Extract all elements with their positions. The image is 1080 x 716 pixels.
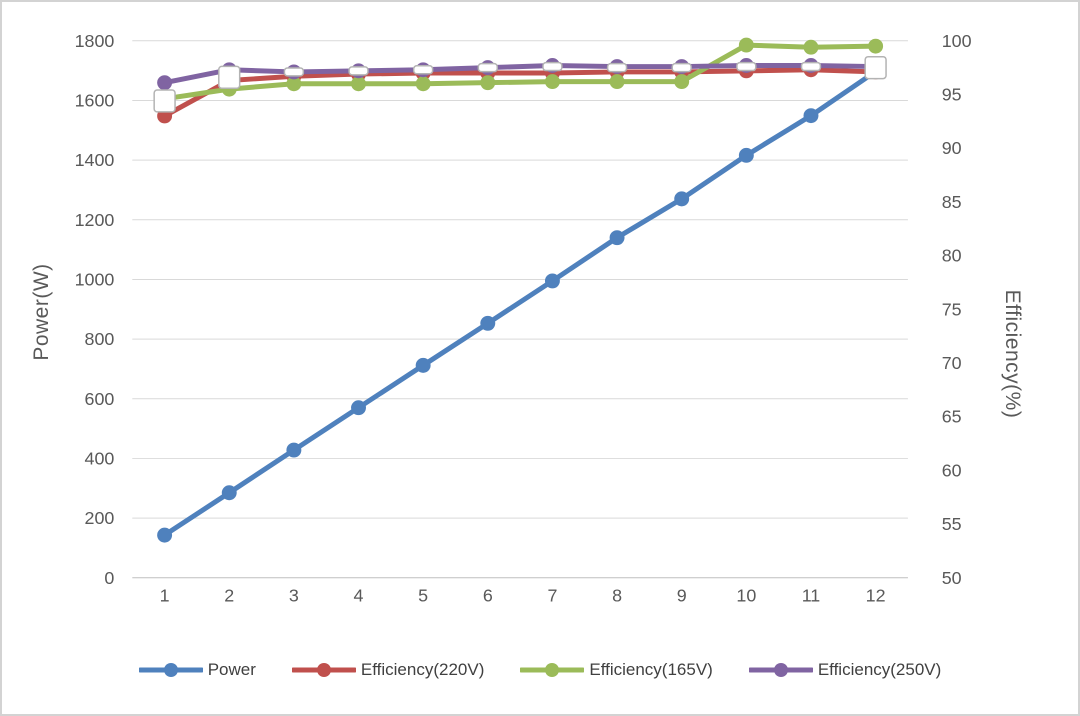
left-axis-tick: 400 [85, 448, 115, 468]
legend-label: Efficiency(220V) [360, 660, 485, 679]
series-power-marker [415, 357, 431, 373]
right-axis-tick: 85 [942, 192, 962, 212]
series-unlabeled-white-square-markers-marker [218, 65, 241, 89]
left-axis-tick: 600 [85, 389, 115, 409]
x-axis-tick: 5 [418, 586, 428, 606]
legend-item-efficiency-165v-: Efficiency(165V) [520, 660, 713, 680]
series-power-marker [803, 108, 819, 124]
right-axis-tick: 90 [942, 138, 962, 158]
right-axis-tick: 50 [942, 568, 962, 588]
x-axis-tick: 10 [736, 586, 756, 606]
right-axis-tick: 100 [942, 31, 972, 51]
series-unlabeled-white-square-markers-marker [736, 61, 757, 72]
right-axis-tick: 60 [942, 460, 962, 480]
right-axis-tick: 70 [942, 353, 962, 373]
series-efficiency-165v--marker [674, 74, 690, 90]
left-axis-tick: 0 [104, 568, 114, 588]
left-axis-tick: 1400 [75, 150, 115, 170]
series-unlabeled-white-square-markers-marker [153, 89, 176, 113]
x-axis-tick: 7 [547, 586, 557, 606]
legend-item-power: Power [138, 660, 256, 680]
series-efficiency-250v--marker [157, 75, 173, 91]
series-unlabeled-white-square-markers-marker [606, 62, 628, 73]
series-efficiency-250v--line [162, 62, 879, 86]
left-axis-tick: 1200 [75, 210, 115, 230]
x-axis-tick: 11 [802, 586, 821, 606]
series-efficiency-220v--line [162, 67, 879, 119]
series-unlabeled-white-square-markers-marker [477, 62, 498, 73]
chart-legend: Power Efficiency(220V) Efficiency(165V) Eff… [2, 660, 1078, 680]
right-axis-tick: 80 [942, 246, 962, 266]
series-power-marker [157, 527, 173, 543]
left-axis-title: Power(W) [30, 263, 53, 361]
series-efficiency-165v--marker [868, 38, 884, 54]
x-axis-tick: 6 [483, 586, 493, 606]
legend-item-efficiency-220v-: Efficiency(220V) [291, 660, 485, 680]
series-power-marker [544, 273, 560, 289]
right-axis-tick: 75 [942, 299, 962, 319]
legend-marker-icon [138, 663, 203, 677]
series-unlabeled-white-square-markers-marker [542, 61, 563, 72]
x-axis-tick: 8 [612, 586, 622, 606]
series-efficiency-165v--marker [415, 76, 431, 92]
series-power-marker [480, 315, 496, 331]
x-axis-tick: 9 [677, 586, 687, 606]
series-unlabeled-white-square-markers-marker [864, 55, 887, 80]
series-unlabeled-white-square-markers-marker [671, 62, 692, 73]
series-unlabeled-white-square-markers-marker [283, 67, 305, 77]
series-unlabeled-white-square-markers-marker [412, 65, 434, 75]
series-power-marker [221, 485, 237, 501]
series-unlabeled-white-square-markers-marker [348, 66, 369, 76]
series-power-marker [609, 230, 625, 246]
right-axis-title: Efficiency(%) [1001, 289, 1024, 419]
series-efficiency-165v--marker [803, 39, 819, 55]
x-axis-tick: 4 [354, 586, 364, 606]
x-axis-tick: 3 [289, 586, 299, 606]
x-axis-tick: 1 [160, 586, 170, 606]
series-power-marker [738, 147, 754, 163]
series-unlabeled-white-square-markers-marker [800, 61, 822, 72]
x-axis-tick: 12 [866, 586, 886, 606]
left-axis-tick: 1000 [75, 269, 115, 289]
left-axis-tick: 800 [85, 329, 115, 349]
legend-marker-icon [748, 663, 813, 677]
legend-label: Efficiency(165V) [589, 660, 713, 679]
right-axis-tick: 55 [942, 514, 962, 534]
right-axis-tick: 65 [942, 407, 962, 427]
left-axis-tick: 1600 [75, 90, 115, 110]
series-power-marker [286, 442, 302, 458]
left-axis-tick: 200 [85, 508, 115, 528]
series-power-line [162, 69, 879, 538]
series-power-marker [351, 400, 366, 416]
series-efficiency-165v--marker [351, 76, 366, 92]
series-efficiency-165v--marker [480, 75, 496, 91]
right-axis-tick: 95 [942, 84, 962, 104]
legend-item-efficiency-250v-: Efficiency(250V) [748, 660, 942, 680]
series-power-marker [674, 191, 690, 207]
series-efficiency-165v--marker [609, 74, 625, 90]
series-efficiency-165v--marker [286, 76, 302, 92]
series-efficiency-165v--marker [738, 37, 754, 53]
legend-marker-icon [291, 663, 356, 677]
series-efficiency-165v--line [162, 42, 879, 102]
left-axis-tick: 1800 [75, 31, 115, 51]
legend-marker-icon [520, 663, 585, 677]
legend-label: Efficiency(250V) [817, 660, 942, 679]
x-axis-tick: 2 [224, 586, 234, 606]
series-efficiency-165v--marker [544, 74, 560, 90]
legend-label: Power [207, 660, 256, 679]
